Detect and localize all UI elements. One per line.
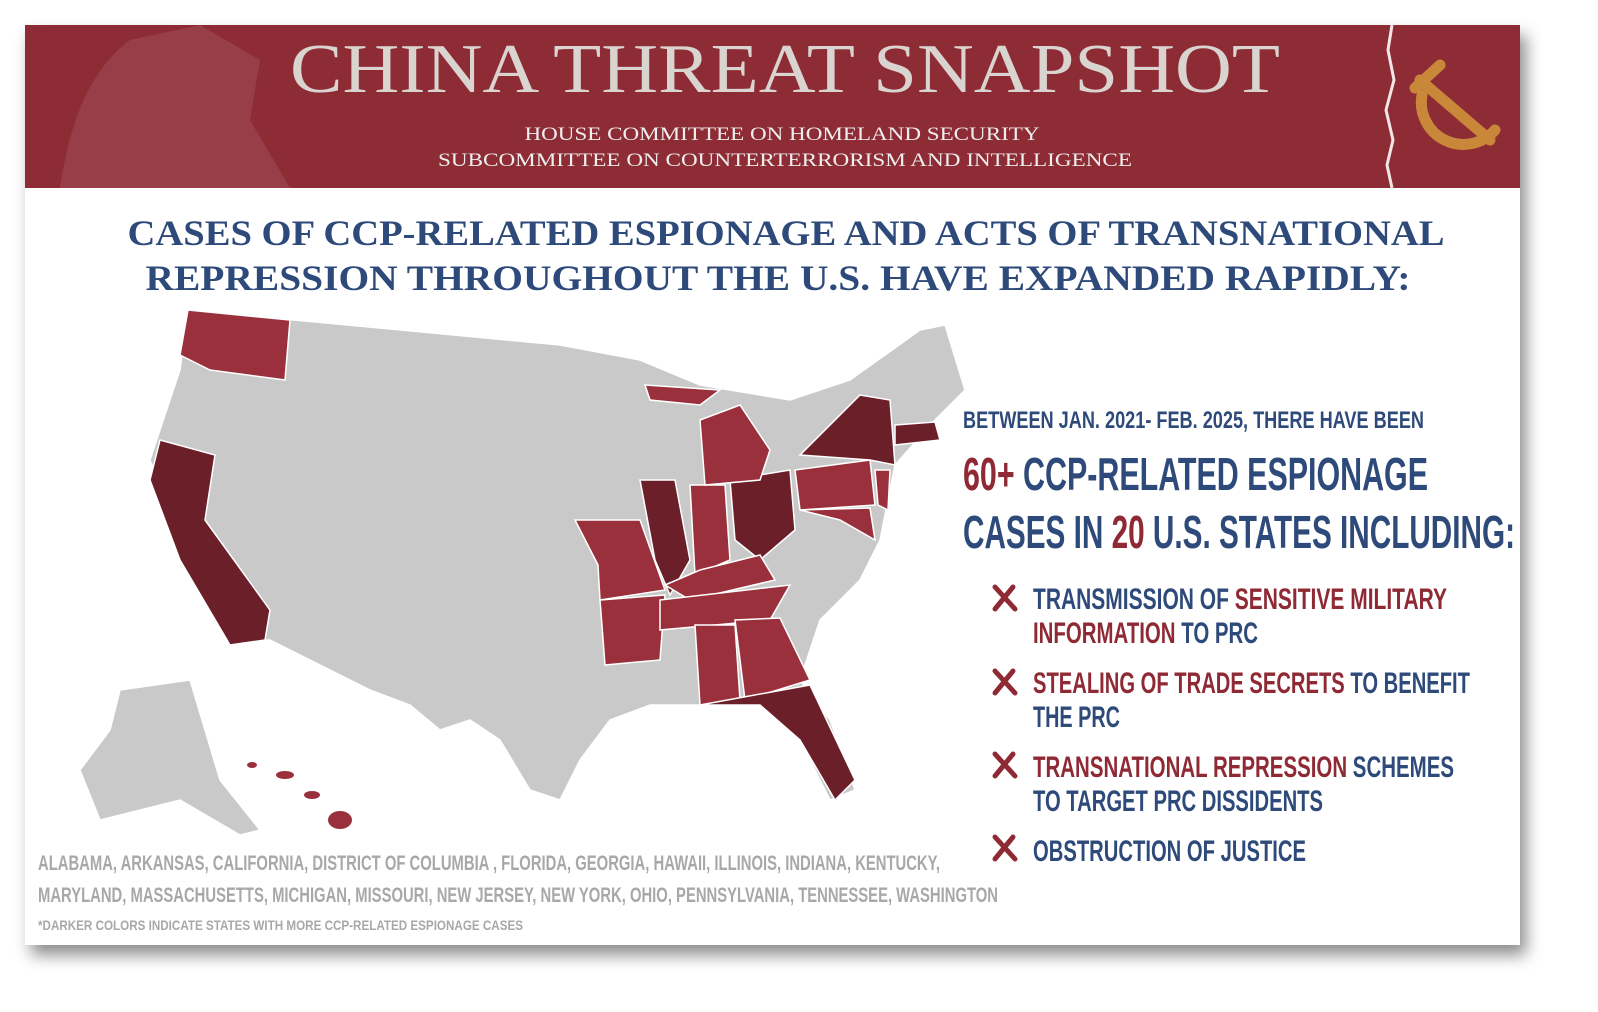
- icon-stroke: [992, 834, 1016, 862]
- hawaii: [328, 811, 352, 829]
- headline: REPRESSION THROUGHOUT THE U.S. HAVE EXPA…: [146, 258, 1411, 298]
- states-list: MARYLAND, MASSACHUSETTS, MICHIGAN, MISSO…: [38, 884, 998, 907]
- text-segment: U.S. STATES INCLUDING:: [1145, 506, 1515, 558]
- icon-stroke: [992, 668, 1016, 696]
- new-jersey: [874, 469, 891, 512]
- michigan-upper: [643, 384, 723, 406]
- text-segment: CASES IN: [963, 506, 1112, 558]
- text-segment: TRANSMISSION OF: [1033, 583, 1235, 616]
- summary-line: CASES IN 20 U.S. STATES INCLUDING:: [963, 506, 1515, 558]
- massachusetts: [894, 421, 941, 446]
- maryland: [799, 507, 876, 542]
- arkansas: [599, 594, 666, 666]
- alabama: [694, 624, 741, 706]
- text-segment: 60+: [963, 448, 1015, 500]
- bullet-icon: [992, 834, 1018, 862]
- summary-line: 60+ CCP-RELATED ESPIONAGE: [963, 448, 1428, 500]
- alaska: [79, 679, 262, 836]
- subtitle: HOUSE COMMITTEE ON HOMELAND SECURITY: [525, 124, 1040, 145]
- indiana: [689, 484, 731, 577]
- new-york: [798, 394, 896, 466]
- pennsylvania: [794, 459, 876, 511]
- bullet-line: TRANSMISSION OF SENSITIVE MILITARY: [1033, 583, 1447, 616]
- text-segment: TO BENEFIT: [1345, 667, 1470, 700]
- headline: CASES OF CCP-RELATED ESPIONAGE AND ACTS …: [128, 213, 1445, 253]
- title: CHINA THREAT SNAPSHOT: [290, 31, 1280, 108]
- text-segment: 20: [1112, 506, 1145, 558]
- figure-silhouette: [60, 25, 290, 188]
- washington: [179, 309, 291, 381]
- michigan: [699, 404, 771, 486]
- text-segment: THE PRC: [1033, 701, 1120, 734]
- hawaii: [276, 771, 294, 779]
- icon-stroke: [992, 584, 1016, 612]
- text-segment: CCP-RELATED ESPIONAGE: [1015, 448, 1428, 500]
- subtitle: SUBCOMMITTEE ON COUNTERTERRORISM AND INT…: [438, 150, 1132, 171]
- bullet-line: STEALING OF TRADE SECRETS TO BENEFIT: [1033, 667, 1470, 700]
- torn-edge: [1384, 24, 1396, 189]
- bullet-line: THE PRC: [1033, 701, 1120, 734]
- footnote: *DARKER COLORS INDICATE STATES WITH MORE…: [38, 917, 523, 933]
- georgia: [734, 617, 812, 701]
- text-segment: STEALING OF TRADE SECRETS: [1033, 667, 1345, 700]
- florida: [699, 684, 856, 802]
- bullet-line: TO TARGET PRC DISSIDENTS: [1033, 785, 1323, 818]
- missouri: [573, 519, 667, 601]
- bullet-icon: [992, 751, 1018, 779]
- ohio: [729, 469, 796, 561]
- hawaii: [247, 762, 257, 768]
- us-map: [79, 309, 966, 836]
- hawaii: [304, 791, 320, 799]
- bullet-icon: [992, 668, 1018, 696]
- illinois: [639, 479, 691, 597]
- text-segment: OBSTRUCTION OF JUSTICE: [1033, 835, 1306, 868]
- text-segment: INFORMATION: [1033, 617, 1176, 650]
- summary-intro: BETWEEN JAN. 2021- FEB. 2025, THERE HAVE…: [963, 407, 1424, 434]
- text-segment: TO TARGET PRC DISSIDENTS: [1033, 785, 1323, 818]
- text-segment: TO PRC: [1176, 617, 1258, 650]
- california: [149, 439, 271, 646]
- bullet-line: TRANSNATIONAL REPRESSION SCHEMES: [1033, 751, 1454, 784]
- bullet-line: INFORMATION TO PRC: [1033, 617, 1258, 650]
- header-band: [25, 25, 1520, 188]
- text-segment: TRANSNATIONAL REPRESSION: [1033, 751, 1347, 784]
- hammer-sickle: [1409, 59, 1501, 150]
- states-list: ALABAMA, ARKANSAS, CALIFORNIA, DISTRICT …: [38, 852, 940, 875]
- bullet-line: OBSTRUCTION OF JUSTICE: [1033, 835, 1306, 868]
- bullet-icon: [992, 584, 1018, 612]
- text-segment: SENSITIVE MILITARY: [1235, 583, 1447, 616]
- icon-stroke: [992, 751, 1016, 779]
- text-segment: SCHEMES: [1347, 751, 1454, 784]
